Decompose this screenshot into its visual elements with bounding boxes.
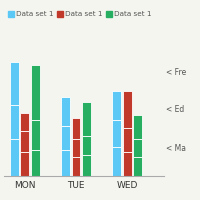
Text: < Ma: < Ma <box>166 144 186 153</box>
Bar <box>133 157 142 176</box>
Bar <box>31 120 40 150</box>
Bar <box>20 152 29 176</box>
Bar <box>112 147 121 176</box>
Text: < Ed: < Ed <box>166 105 184 114</box>
Bar <box>123 91 132 128</box>
Bar <box>31 150 40 176</box>
Bar <box>10 105 19 139</box>
Bar <box>10 139 19 176</box>
Bar <box>72 139 80 157</box>
Text: < Fre: < Fre <box>166 68 186 77</box>
Bar <box>61 126 70 150</box>
Bar <box>82 136 91 155</box>
Bar <box>133 139 142 157</box>
Bar <box>61 150 70 176</box>
Bar <box>123 152 132 176</box>
Bar <box>133 115 142 139</box>
Bar <box>72 118 80 139</box>
Bar <box>112 91 121 120</box>
Bar <box>72 157 80 176</box>
Bar <box>82 155 91 176</box>
Bar <box>20 113 29 131</box>
Bar <box>112 120 121 147</box>
Bar <box>10 62 19 105</box>
Bar <box>61 97 70 126</box>
Bar <box>31 65 40 120</box>
Legend: Data set 1, Data set 1, Data set 1: Data set 1, Data set 1, Data set 1 <box>8 11 152 17</box>
Bar <box>123 128 132 152</box>
Bar <box>20 131 29 152</box>
Bar <box>82 102 91 136</box>
